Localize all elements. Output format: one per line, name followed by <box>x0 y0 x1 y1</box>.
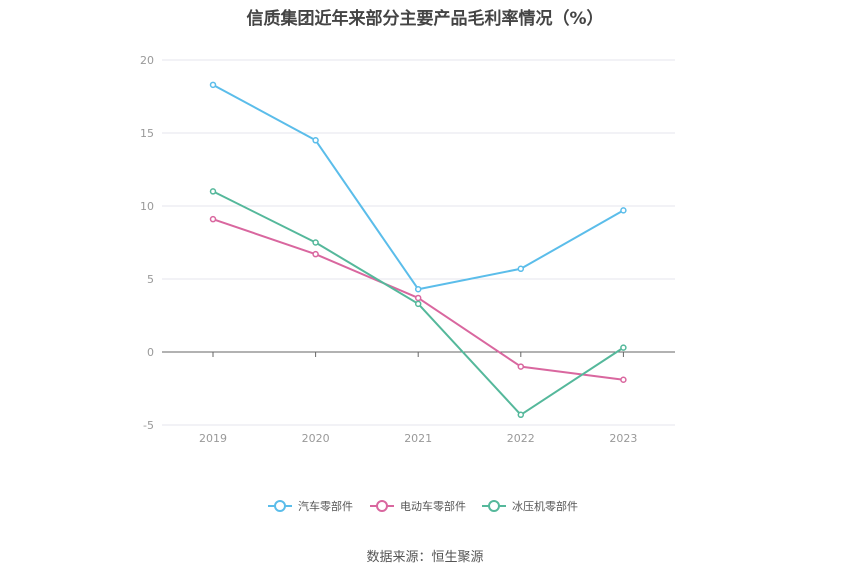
data-point[interactable] <box>209 215 217 223</box>
data-point[interactable] <box>517 411 525 419</box>
legend-item[interactable]: 电动车零部件 <box>370 499 466 513</box>
series-line <box>212 83 624 291</box>
x-tick-label: 2019 <box>199 432 227 445</box>
data-point[interactable] <box>620 344 627 351</box>
series-1 <box>209 81 627 293</box>
legend-marker <box>488 500 500 512</box>
y-tick-label: 5 <box>147 273 154 286</box>
legend-label: 汽车零部件 <box>298 499 353 513</box>
y-tick-label: -5 <box>143 419 154 432</box>
y-tick-label: 15 <box>140 127 154 140</box>
series-layer <box>209 81 627 419</box>
data-point[interactable] <box>517 363 525 370</box>
legend[interactable]: 汽车零部件 电动车零部件 冰压机零部件 <box>268 499 578 513</box>
data-point[interactable] <box>312 250 319 258</box>
data-point[interactable] <box>312 239 319 246</box>
data-point[interactable] <box>414 285 422 293</box>
y-tick-label: 0 <box>147 346 154 359</box>
legend-marker <box>376 500 388 512</box>
data-point[interactable] <box>209 81 217 89</box>
legend-label: 冰压机零部件 <box>512 499 578 513</box>
legend-item[interactable]: 汽车零部件 <box>268 499 353 513</box>
grid-layer <box>162 59 675 426</box>
data-point[interactable] <box>209 188 217 195</box>
x-tick-label: 2021 <box>404 432 432 445</box>
legend-marker <box>274 500 286 512</box>
series-3 <box>209 188 627 419</box>
source-note: 数据来源：恒生聚源 <box>366 550 484 565</box>
data-point[interactable] <box>414 294 422 302</box>
data-point[interactable] <box>312 137 319 144</box>
series-2 <box>209 215 627 383</box>
legend-label: 电动车零部件 <box>400 499 466 513</box>
axis-layer: -5 0 5 10 15 20 2019 2020 2021 2022 2023 <box>140 54 637 445</box>
data-point[interactable] <box>517 265 525 273</box>
chart-title: 信质集团近年来部分主要产品毛利率情况（%） <box>246 9 604 29</box>
y-tick-label: 20 <box>140 54 154 67</box>
legend-item[interactable]: 冰压机零部件 <box>482 499 578 513</box>
data-point[interactable] <box>620 207 627 214</box>
data-point[interactable] <box>414 300 422 308</box>
y-tick-label: 10 <box>140 200 154 213</box>
data-point[interactable] <box>620 376 627 383</box>
x-tick-label: 2020 <box>302 432 330 445</box>
x-tick-label: 2023 <box>609 432 637 445</box>
x-tick-label: 2022 <box>507 432 535 445</box>
